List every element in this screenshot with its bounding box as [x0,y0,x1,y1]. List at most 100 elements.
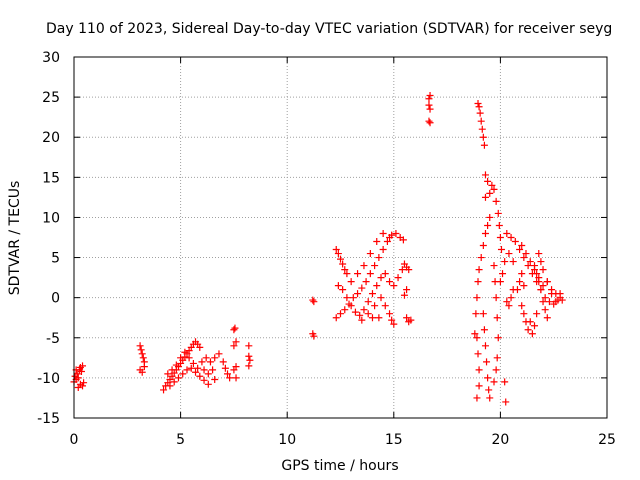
data-point [481,193,489,201]
data-point [379,229,387,237]
data-point [337,255,344,263]
data-point [526,258,534,266]
data-point [484,374,492,382]
data-point [185,354,193,362]
data-point [392,229,400,237]
data-point [206,358,214,366]
data-point [507,294,515,302]
x-tick-label: 5 [176,432,185,448]
data-point [181,348,189,356]
data-point [539,298,547,306]
data-point [360,306,368,314]
data-point [179,370,187,378]
data-point [198,358,206,366]
y-tick-label: 0 [51,291,60,307]
data-point [139,354,147,362]
data-point [204,380,212,388]
data-point [475,103,483,111]
data-point [479,310,487,318]
data-point [474,350,482,358]
data-point [478,125,486,133]
data-point [245,352,253,360]
data-point [339,286,347,294]
data-point [354,270,362,278]
data-point [215,350,223,358]
data-point [232,338,240,346]
data-point [204,370,212,378]
data-point [520,282,528,290]
data-point [73,370,81,378]
data-point [80,379,88,387]
data-point [484,177,492,185]
data-point [224,370,232,378]
data-point [548,290,556,298]
data-point [486,189,494,197]
data-point [174,374,182,382]
data-point [537,286,545,294]
data-point [231,324,239,332]
data-point [172,361,180,369]
y-tick-label: 15 [42,170,60,186]
data-point [246,356,254,364]
data-point [379,246,387,254]
data-point [388,316,396,324]
data-point [137,346,145,354]
data-point [177,354,185,362]
y-tick-label: 30 [42,50,60,66]
data-point [386,278,394,286]
data-point [518,242,526,250]
data-point [310,332,318,340]
data-point [166,382,174,390]
data-point [136,342,144,350]
data-point [368,290,376,298]
data-point [383,238,391,246]
data-point [539,266,547,274]
data-point [479,242,487,250]
data-point [501,378,509,386]
data-point [211,354,219,362]
y-tick-label: 20 [42,130,60,146]
data-point [375,254,383,262]
data-point [371,302,379,310]
data-point [219,358,227,366]
data-point [531,322,539,330]
chart-title: Day 110 of 2023, Sidereal Day-to-day VTE… [46,21,612,37]
data-point [518,302,526,310]
data-point [481,229,489,237]
data-point [425,101,433,109]
data-point [403,314,411,322]
data-point [343,294,351,302]
data-point [138,368,146,376]
data-point [481,342,489,350]
data-point [183,366,191,374]
data-point [503,298,511,306]
data-point [337,310,344,318]
data-point [503,229,511,237]
data-point [477,117,485,125]
data-point [138,350,146,358]
data-point [476,109,484,117]
data-point [483,358,491,366]
data-point [496,234,504,241]
data-point [221,364,229,372]
data-point [358,284,366,292]
data-point [485,386,493,394]
data-point [541,306,549,314]
data-point [371,262,379,270]
data-point [492,366,500,374]
data-point [77,367,85,375]
data-point [516,246,524,254]
x-axis: 0 5 10 15 20 25 [70,57,616,448]
data-point [381,302,389,310]
y-tick-label: 10 [42,210,60,226]
data-point [486,394,494,402]
data-point [494,334,502,342]
data-point [520,310,528,318]
data-point [509,258,517,266]
data-point [332,314,340,322]
data-point [232,374,240,382]
data-point [168,366,176,374]
data-point [375,314,383,322]
data-point [211,375,219,383]
data-point [475,366,483,374]
